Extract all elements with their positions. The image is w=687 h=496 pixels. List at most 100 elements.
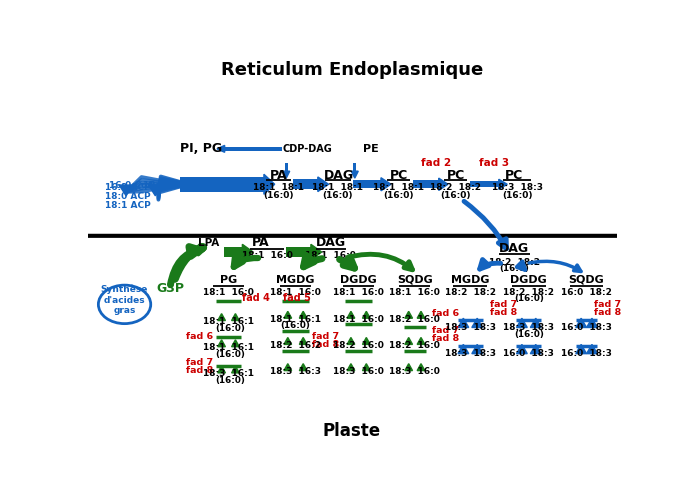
Text: (16:0): (16:0) <box>263 190 294 199</box>
Text: PC: PC <box>505 169 523 182</box>
Text: fad 3: fad 3 <box>479 158 509 168</box>
Text: MGDG: MGDG <box>276 275 315 285</box>
Text: fad 8: fad 8 <box>491 308 517 316</box>
Text: (16:0): (16:0) <box>440 190 471 199</box>
Polygon shape <box>458 344 469 354</box>
Text: (16:0): (16:0) <box>514 330 543 339</box>
Bar <box>284 163 288 171</box>
Text: 18:3  16:1: 18:3 16:1 <box>203 369 254 378</box>
Text: 16:0 CoA: 16:0 CoA <box>109 182 155 190</box>
Text: 18:3  16:3: 18:3 16:3 <box>270 367 321 376</box>
Polygon shape <box>347 337 354 344</box>
Text: LPA: LPA <box>198 238 219 248</box>
Text: G3P: G3P <box>157 283 185 296</box>
Bar <box>353 163 357 171</box>
Bar <box>293 179 318 189</box>
Ellipse shape <box>98 285 150 323</box>
Text: (16:0): (16:0) <box>280 321 311 330</box>
Bar <box>224 247 243 257</box>
Text: (16:0): (16:0) <box>215 324 245 333</box>
Polygon shape <box>587 344 597 354</box>
Text: fad 8: fad 8 <box>594 308 622 316</box>
Text: Reticulum Endoplasmique: Reticulum Endoplasmique <box>221 62 483 79</box>
Polygon shape <box>587 318 597 327</box>
Text: 18:3  16:0: 18:3 16:0 <box>390 367 440 376</box>
Text: Plaste: Plaste <box>323 422 381 439</box>
Text: 18:2  16:0: 18:2 16:0 <box>390 341 440 350</box>
Text: fad 8: fad 8 <box>432 334 459 343</box>
Bar <box>412 181 439 188</box>
Text: 18:2  16:0: 18:2 16:0 <box>333 341 384 350</box>
Polygon shape <box>417 337 425 344</box>
Text: 18:1  16:1: 18:1 16:1 <box>203 317 254 326</box>
Polygon shape <box>530 344 541 354</box>
Polygon shape <box>417 311 425 318</box>
Text: 18:2  18:2: 18:2 18:2 <box>504 288 554 297</box>
Polygon shape <box>217 145 225 152</box>
Text: fad 7: fad 7 <box>491 300 517 309</box>
Text: SQDG: SQDG <box>397 275 433 285</box>
Polygon shape <box>363 337 370 344</box>
Polygon shape <box>417 364 425 371</box>
Text: PE: PE <box>363 144 379 154</box>
Text: 18:2  16:0: 18:2 16:0 <box>390 314 440 323</box>
Text: (16:0): (16:0) <box>499 264 529 273</box>
Polygon shape <box>347 364 354 371</box>
Text: fad 8: fad 8 <box>186 366 213 375</box>
Text: DAG: DAG <box>324 169 354 182</box>
Text: 18:2  18:2: 18:2 18:2 <box>430 183 481 192</box>
Text: 18:3  16:0: 18:3 16:0 <box>333 367 384 376</box>
Text: 18:1  16:0: 18:1 16:0 <box>242 251 293 260</box>
Text: 18:1  16:0: 18:1 16:0 <box>333 288 384 297</box>
Text: 18:2  16:2: 18:2 16:2 <box>270 341 321 350</box>
Polygon shape <box>318 177 328 191</box>
Text: (16:0): (16:0) <box>323 190 353 199</box>
Text: 18:3  18:3: 18:3 18:3 <box>504 323 554 332</box>
Polygon shape <box>517 318 527 327</box>
Text: fad 6: fad 6 <box>432 309 459 318</box>
Text: PA: PA <box>270 169 287 182</box>
Text: 18:1 ACP: 18:1 ACP <box>104 201 150 210</box>
Polygon shape <box>300 364 307 371</box>
Text: 18:2  18:2: 18:2 18:2 <box>488 257 540 266</box>
Text: SQDG: SQDG <box>569 275 605 285</box>
Text: fad 8: fad 8 <box>313 340 339 349</box>
Text: 18:1  18:1: 18:1 18:1 <box>253 183 304 192</box>
Polygon shape <box>472 318 482 327</box>
Polygon shape <box>148 185 162 196</box>
Text: fad 4: fad 4 <box>243 293 270 303</box>
Text: 18:2  18:2: 18:2 18:2 <box>444 288 496 297</box>
Text: (16:0): (16:0) <box>514 295 543 304</box>
Polygon shape <box>439 178 448 190</box>
Polygon shape <box>232 313 239 320</box>
Text: 18:3  18:3: 18:3 18:3 <box>492 183 543 192</box>
Text: DGDG: DGDG <box>340 275 377 285</box>
Text: 18:1  16:0: 18:1 16:0 <box>306 251 357 260</box>
Polygon shape <box>300 311 307 318</box>
Text: 16:0  18:3: 16:0 18:3 <box>504 349 554 358</box>
Text: fad 5: fad 5 <box>283 293 311 303</box>
Text: PG: PG <box>220 275 237 285</box>
Text: fad 7: fad 7 <box>432 326 459 335</box>
Text: 18:1  18:1: 18:1 18:1 <box>373 183 424 192</box>
Polygon shape <box>300 337 307 344</box>
Text: 18:1  16:0: 18:1 16:0 <box>203 288 254 297</box>
Polygon shape <box>218 313 225 320</box>
Polygon shape <box>363 364 370 371</box>
Text: fad 7: fad 7 <box>594 300 621 309</box>
Polygon shape <box>351 171 358 178</box>
Text: fad 2: fad 2 <box>421 158 451 168</box>
Polygon shape <box>243 245 253 260</box>
Text: 18:3  18:3: 18:3 18:3 <box>444 349 496 358</box>
Text: 18:1  18:1: 18:1 18:1 <box>313 183 363 192</box>
Polygon shape <box>218 366 225 373</box>
Polygon shape <box>405 337 412 344</box>
Polygon shape <box>458 318 469 327</box>
Bar <box>225 147 282 151</box>
Text: fad 7: fad 7 <box>313 332 339 341</box>
Polygon shape <box>311 245 322 260</box>
Text: 16:0  18:3: 16:0 18:3 <box>561 323 612 332</box>
Bar <box>286 247 311 257</box>
Text: (16:0): (16:0) <box>215 350 245 359</box>
Bar <box>180 177 264 192</box>
